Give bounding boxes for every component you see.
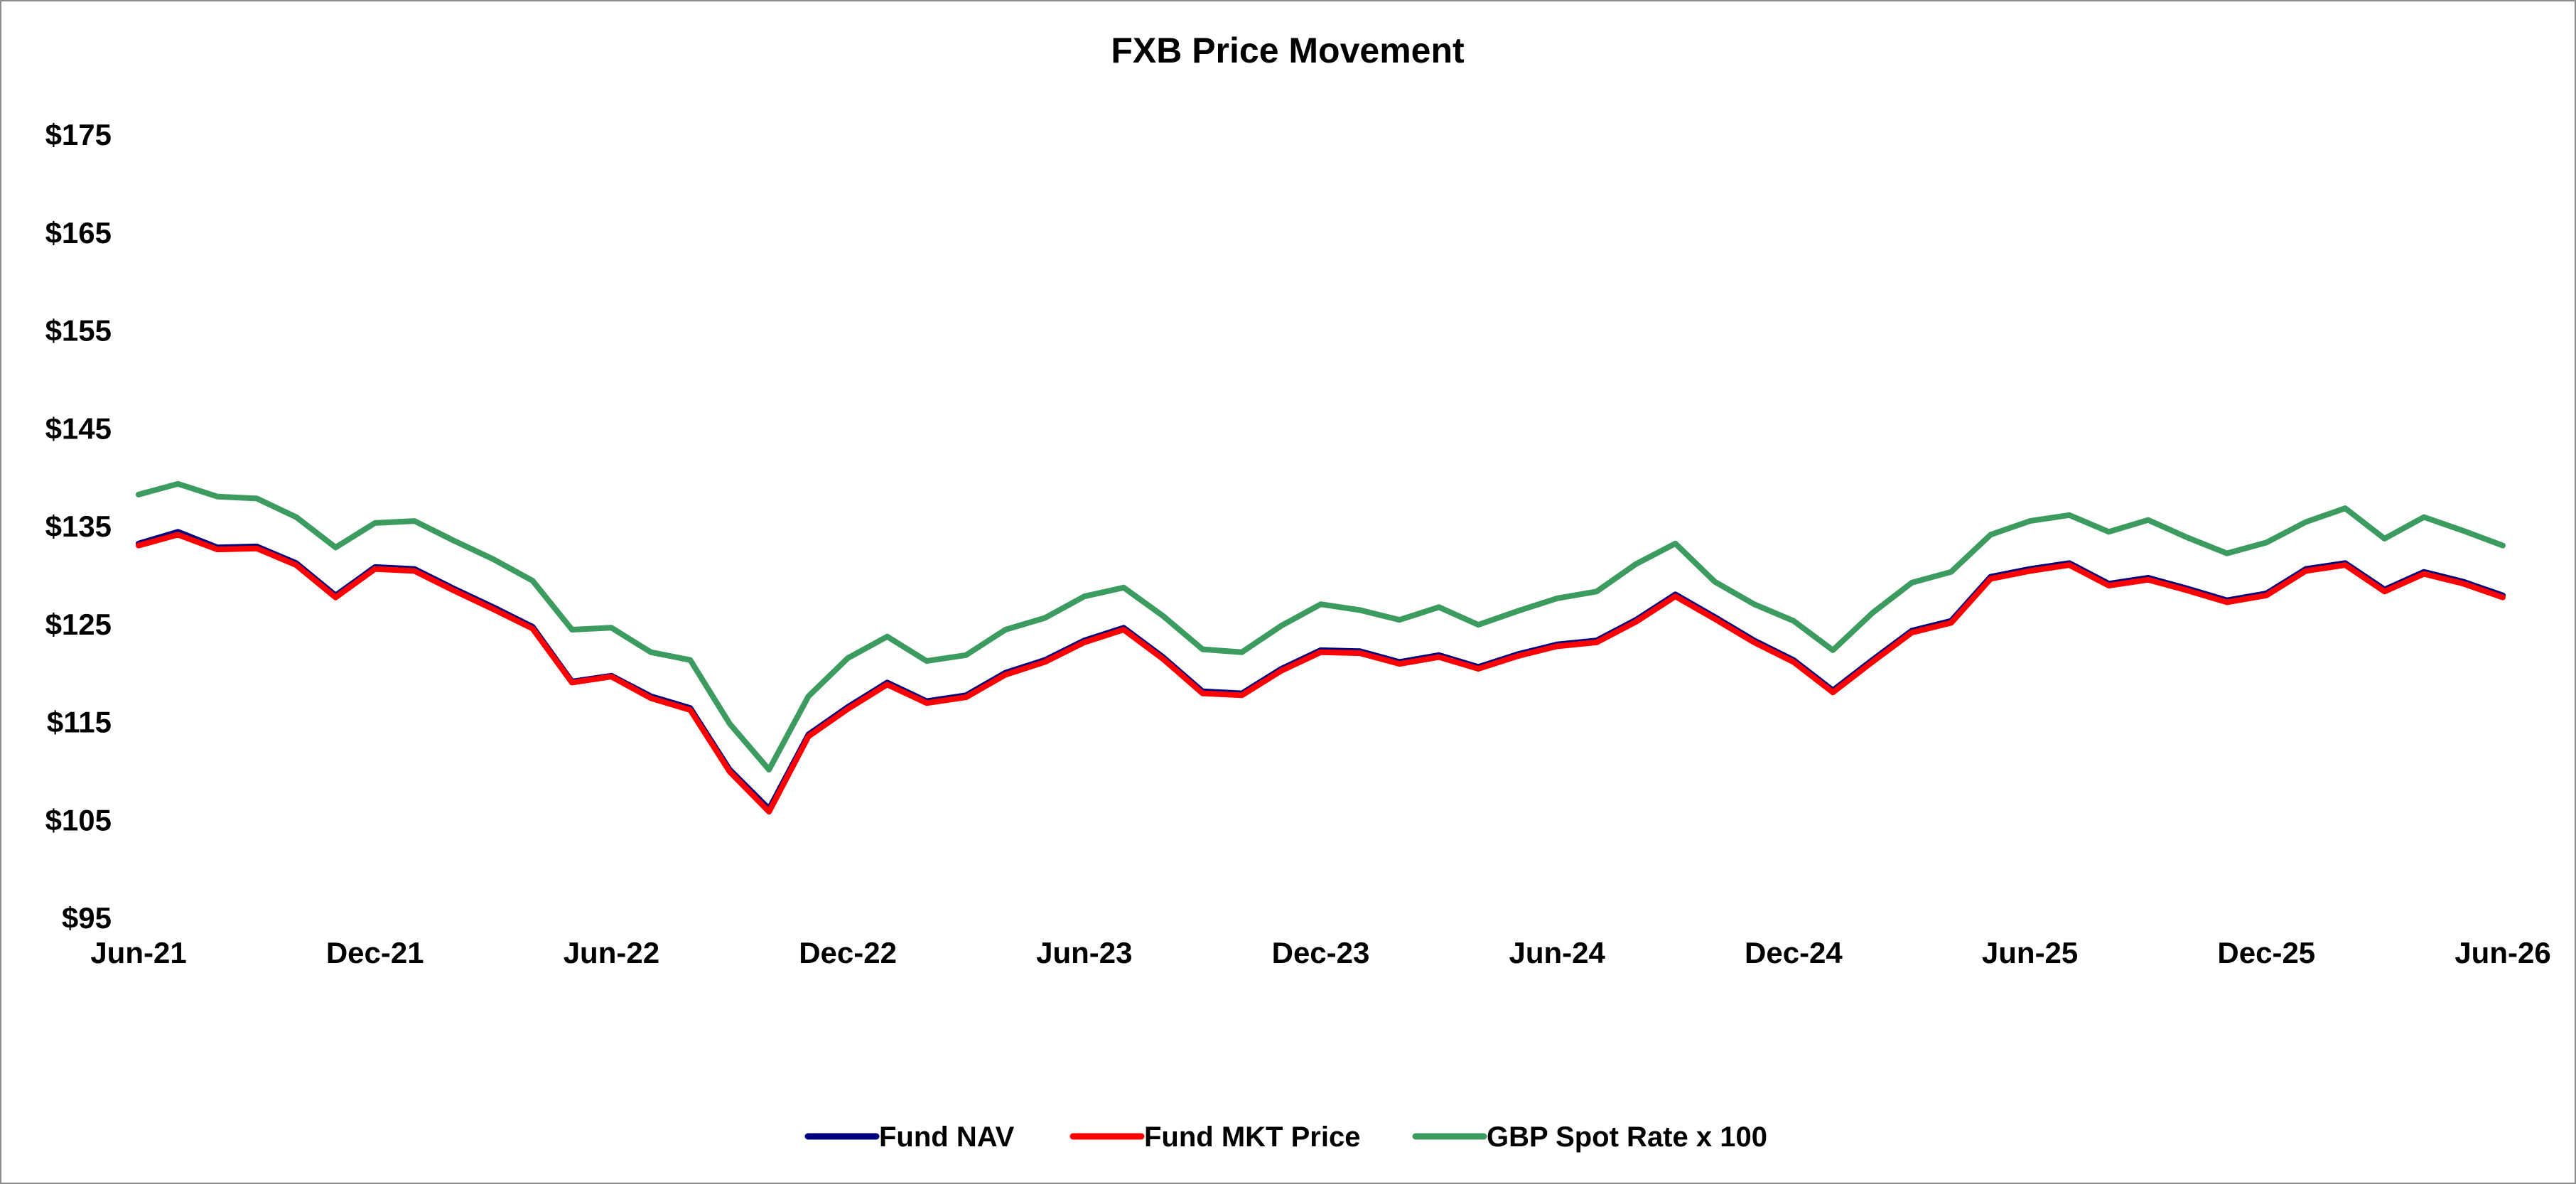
x-tick-label: Jun-25: [1982, 936, 2078, 969]
x-tick-label: Dec-22: [799, 936, 897, 969]
y-tick-label: $95: [62, 901, 112, 935]
series-line-2: [136, 532, 2506, 815]
legend-label: GBP Spot Rate x 100: [1487, 1121, 1767, 1153]
legend-label: Fund MKT Price: [1144, 1121, 1360, 1153]
x-tick-label: Jun-26: [2454, 936, 2550, 969]
x-tick-label: Dec-23: [1272, 936, 1370, 969]
y-tick-label: $165: [45, 216, 112, 249]
y-axis-tick-labels: $95 $105 $115 $125 $135 $145 $155 $165 $175: [45, 118, 112, 935]
plot-area: [136, 480, 2506, 815]
x-axis-tick-labels: Jun-21 Dec-21 Jun-22 Dec-22 Jun-23 Dec-23 Jun-…: [90, 936, 2550, 969]
y-tick-label: $135: [45, 510, 112, 543]
y-tick-label: $125: [45, 608, 112, 641]
y-tick-label: $175: [45, 118, 112, 151]
chart-legend: Fund NAV Fund MKT Price GBP Spot Rate x 10…: [804, 1121, 1767, 1153]
x-tick-label: Jun-22: [564, 936, 659, 969]
x-tick-label: Jun-24: [1509, 936, 1606, 969]
x-tick-label: Dec-21: [326, 936, 424, 969]
series-line-1: [136, 529, 2506, 812]
series-line-3: [136, 480, 2506, 773]
y-tick-label: $105: [45, 803, 112, 836]
x-tick-label: Dec-24: [1745, 936, 1843, 969]
x-tick-label: Jun-23: [1036, 936, 1132, 969]
chart-title: FXB Price Movement: [1111, 31, 1465, 70]
legend-label: Fund NAV: [879, 1121, 1015, 1153]
y-tick-label: $145: [45, 411, 112, 445]
x-tick-label: Dec-25: [2217, 936, 2315, 969]
x-tick-label: Jun-21: [90, 936, 186, 969]
y-tick-label: $115: [47, 706, 112, 739]
y-tick-label: $155: [45, 314, 112, 348]
